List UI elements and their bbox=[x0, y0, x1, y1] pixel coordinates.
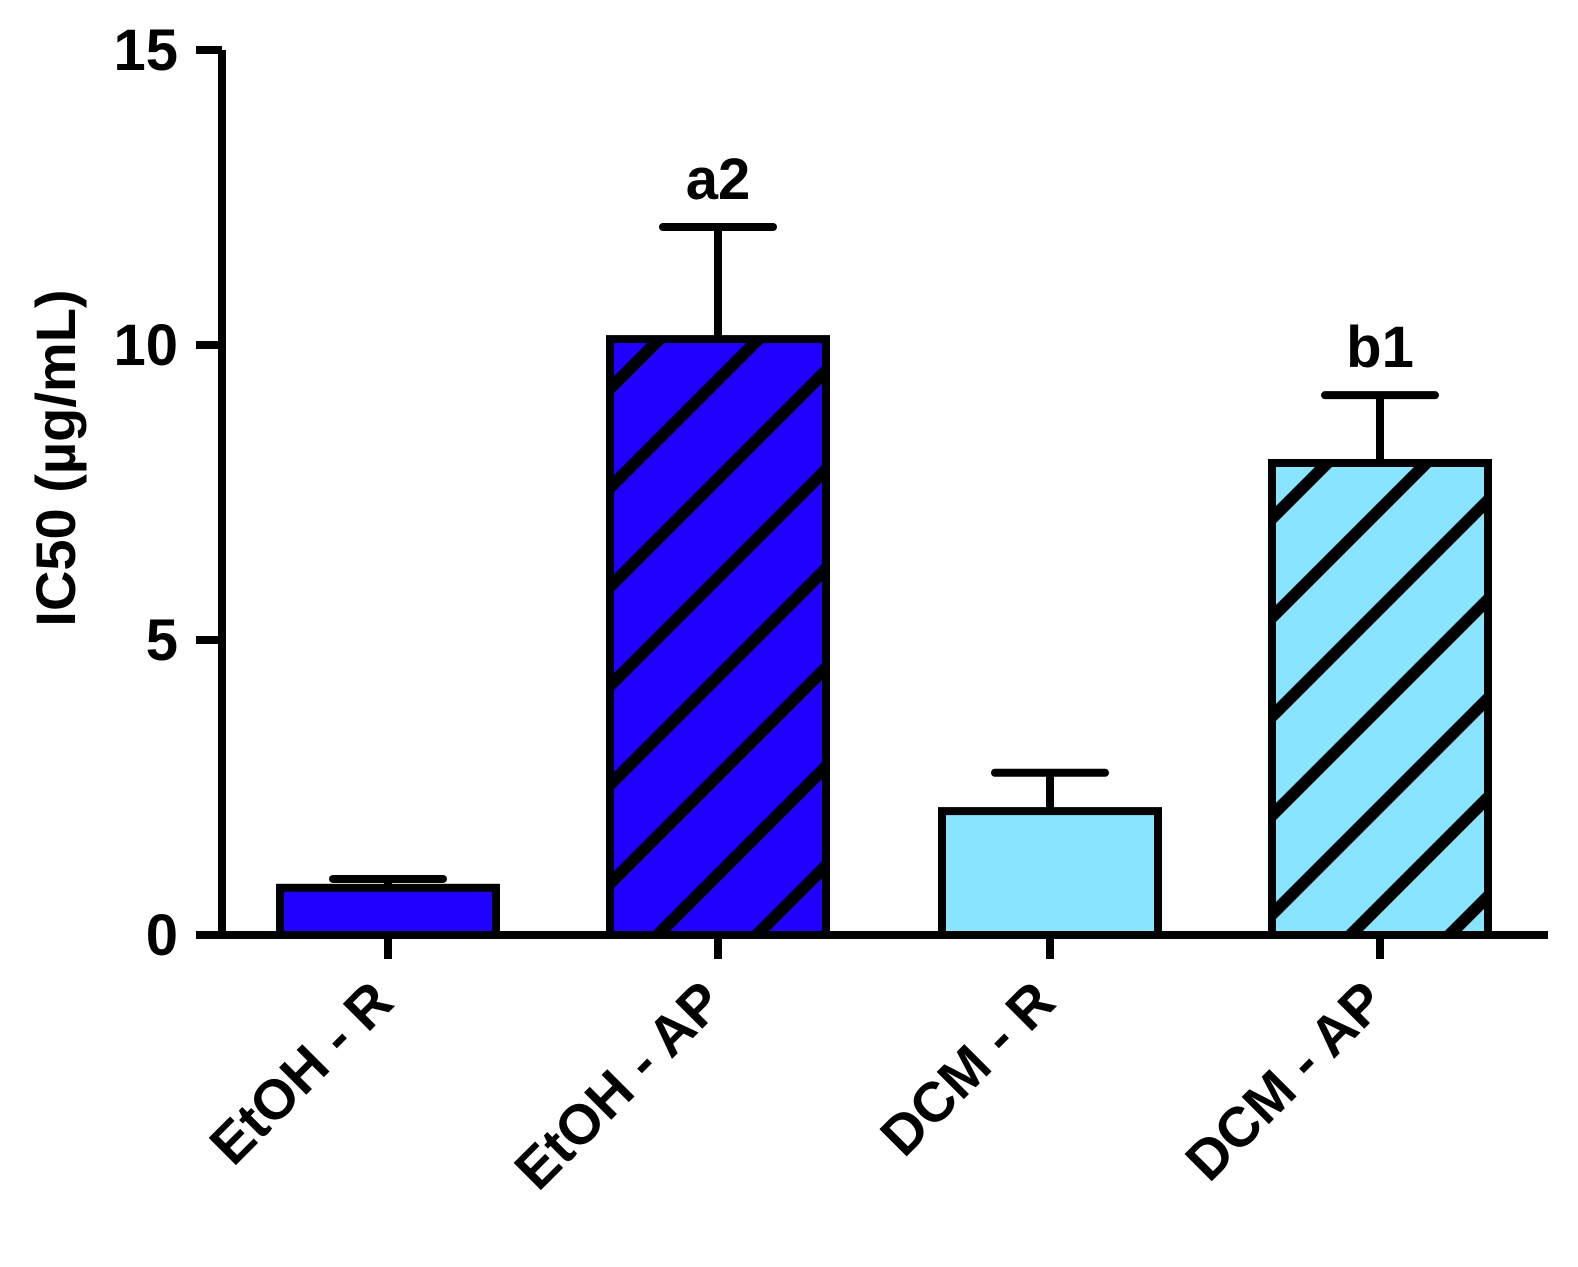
y-tick-label: 0 bbox=[146, 903, 178, 968]
x-category-label: EtOH - AP bbox=[502, 969, 734, 1201]
bar-annotation: a2 bbox=[686, 147, 751, 212]
bar-3 bbox=[938, 807, 1162, 939]
x-category-label: EtOH - R bbox=[197, 969, 404, 1176]
y-axis-title: IC50 (µg/mL) bbox=[24, 289, 87, 626]
bar-1 bbox=[276, 883, 500, 939]
bar-4 bbox=[1268, 459, 1492, 939]
y-tick-label: 15 bbox=[113, 18, 178, 83]
bar-2 bbox=[606, 335, 830, 940]
bar-annotation: b1 bbox=[1346, 315, 1414, 380]
y-tick-label: 5 bbox=[146, 608, 178, 673]
y-tick-label: 10 bbox=[113, 313, 178, 378]
bars-group bbox=[276, 223, 1492, 940]
axes-group bbox=[196, 46, 1548, 959]
x-category-label: DCM - AP bbox=[1173, 969, 1396, 1192]
x-category-label: DCM - R bbox=[868, 969, 1067, 1168]
